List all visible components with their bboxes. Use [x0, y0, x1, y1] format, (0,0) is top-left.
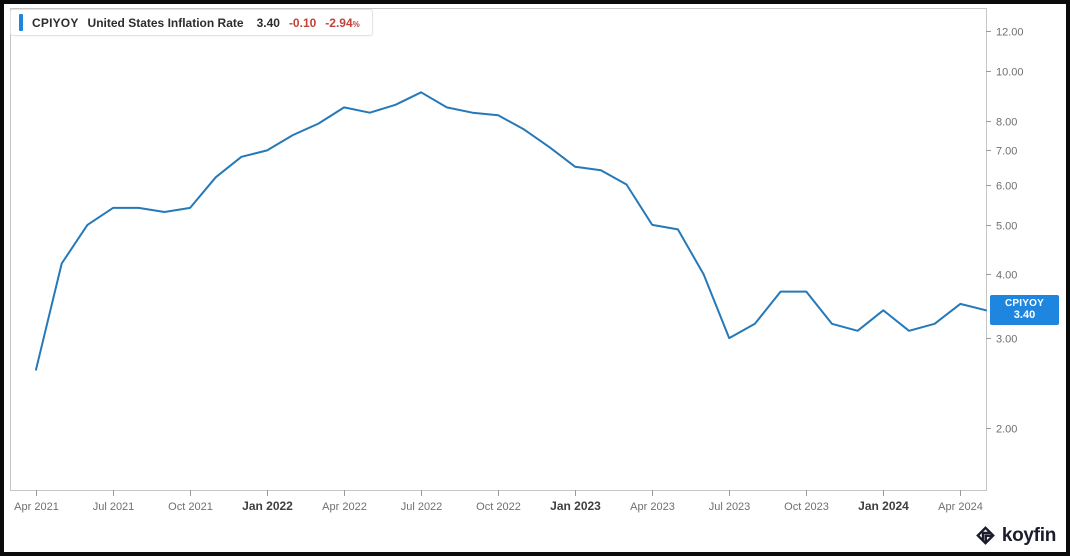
plot-frame: [10, 8, 987, 491]
legend-change-percent-value: -2.94: [325, 15, 353, 30]
x-axis-label: Jul 2022: [401, 501, 443, 513]
koyfin-logo-icon: [975, 526, 995, 545]
inflation-rate-line[interactable]: [35, 91, 987, 371]
x-axis-label: Jul 2023: [709, 501, 751, 513]
x-axis-label: Apr 2022: [322, 501, 367, 513]
y-axis-label: 3.00: [996, 334, 1017, 346]
y-axis-label: 7.00: [996, 146, 1017, 158]
y-axis-label: 12.00: [996, 27, 1024, 39]
y-axis-label: 8.00: [996, 117, 1017, 129]
last-price-tag: CPIYOY 3.40: [990, 295, 1059, 325]
koyfin-watermark[interactable]: koyfin: [974, 524, 1056, 547]
x-axis-label: Apr 2024: [938, 501, 983, 513]
legend-change-percent: -2.94%: [325, 16, 359, 30]
x-axis-label: Jul 2021: [93, 501, 135, 513]
x-axis-label: Apr 2023: [630, 501, 675, 513]
y-axis-label: 2.00: [996, 424, 1017, 436]
series-color-bar: [19, 14, 23, 31]
y-axis-label: 5.00: [996, 221, 1017, 233]
legend-change: -0.10: [288, 15, 317, 30]
price-tag-ticker: CPIYOY: [1005, 297, 1044, 309]
legend-ticker: CPIYOY: [32, 15, 79, 30]
y-axis-label: 6.00: [996, 181, 1017, 193]
x-axis-label: Oct 2022: [476, 501, 521, 513]
koyfin-logo-text: koyfin: [1001, 524, 1056, 546]
chart-legend[interactable]: CPIYOY United States Inflation Rate 3.40…: [10, 9, 373, 36]
legend-title: United States Inflation Rate: [87, 15, 244, 30]
x-axis-label: Jan 2022: [242, 499, 293, 513]
x-axis-label: Apr 2021: [14, 501, 59, 513]
x-axis-label: Oct 2023: [784, 501, 829, 513]
y-axis-label: 4.00: [996, 270, 1017, 282]
x-axis-label: Jan 2024: [858, 499, 909, 513]
y-axis-label: 10.00: [996, 67, 1024, 79]
percent-sign: %: [352, 19, 360, 29]
price-tag-value: 3.40: [1013, 309, 1036, 322]
legend-last-value: 3.40: [256, 15, 280, 30]
x-axis-label: Jan 2023: [550, 499, 601, 513]
x-axis-label: Oct 2021: [168, 501, 213, 513]
